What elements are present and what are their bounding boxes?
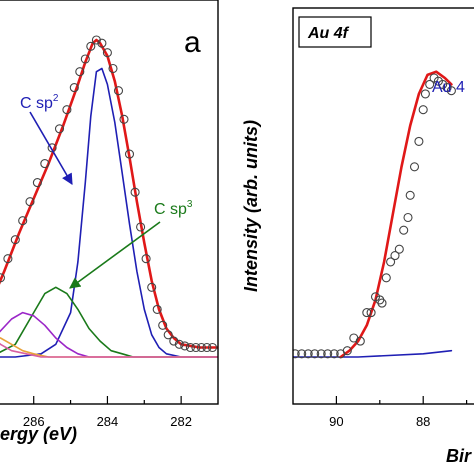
panel-a-fit-line [0, 38, 218, 349]
panel-a-data-point [163, 330, 173, 340]
panel-a-data-point [119, 114, 129, 124]
panel-b-x-tick-label: 90 [329, 414, 343, 429]
panel-a-plot-area [0, 35, 218, 358]
panel-b-data-point [381, 273, 391, 283]
panel-a-data-point [174, 339, 184, 349]
panel-a-data-point [191, 342, 201, 353]
panel-b-data-point [362, 308, 372, 318]
panel-a-data-point [47, 143, 57, 153]
annotation-c-sp3-text: C sp [154, 201, 187, 218]
panel-b-data-point [420, 89, 430, 99]
panel-a-data-point [69, 83, 79, 93]
panel-a-data-point [196, 342, 206, 353]
panel-a-data-point [40, 159, 50, 169]
panel-a-letter: a [184, 26, 201, 59]
panel-a-data-point [158, 320, 168, 330]
panel-a-data-point [124, 149, 135, 159]
annotation-c-sp2-sup: 2 [53, 93, 59, 104]
panel-b-data-point [403, 212, 413, 223]
panel-b-frame [292, 7, 474, 405]
annotation-c-sp3-sup: 3 [187, 199, 193, 210]
panel-a-data-point [25, 197, 35, 207]
panel-a-data-point [32, 178, 42, 188]
panel-b-data-point [342, 346, 352, 356]
panel-a-data-point [108, 63, 118, 74]
panel-a-data-point [10, 235, 20, 245]
panel-a-data-point [91, 35, 101, 45]
panel-a-data-point [62, 105, 72, 115]
panel-a-data-point [169, 336, 179, 346]
panel-a-data-point [180, 341, 190, 351]
panel-b-data-point [446, 86, 456, 96]
panel-b-fit-line [339, 70, 453, 359]
panel-a-x-tick-label: 286 [23, 414, 45, 429]
annotation-au-4f: Au 4 [432, 79, 465, 96]
panel-b-tag: Au 4f [298, 16, 372, 48]
panel-b-data-point [323, 349, 333, 359]
annotation-c-sp2: C sp2 [20, 93, 73, 185]
panel-a-data-point [141, 254, 151, 264]
panel-b-x-axis-label: Bir [446, 446, 472, 466]
panel-a-data-point [0, 273, 6, 283]
panel-a-data-point [130, 187, 140, 197]
panel-a-data-point [185, 342, 195, 353]
panel-b-data-point [293, 349, 300, 359]
panel-b-data-point [366, 308, 376, 318]
panel-a-x-tick-label: 284 [97, 414, 119, 429]
panel-b-data-point [409, 162, 420, 172]
panel-b-tag-text: Au 4f [307, 25, 350, 42]
panel-a-data-point [207, 342, 218, 353]
panel-b-data-point [399, 225, 409, 235]
panel-a-data-point [3, 254, 13, 264]
panel-b-data-point [355, 336, 365, 346]
panel-a-data-point [97, 38, 107, 48]
panel-a-data-point [113, 86, 124, 96]
panel-a-data-point [147, 282, 157, 292]
panel-a-data-point [136, 222, 146, 232]
panel-b-y-axis-label: Intensity (arb. units) [241, 120, 261, 292]
arrow-c-sp3 [69, 221, 161, 289]
panel-b-data-point [405, 190, 415, 200]
panel-b-data-point [377, 298, 387, 308]
panel-a-component-line-2 [0, 67, 218, 358]
annotation-c-sp3: C sp3 [69, 199, 193, 289]
panel-b-data-point [310, 349, 320, 359]
panel-a-data-point [102, 48, 112, 58]
panel-a-component-line-3 [0, 286, 218, 358]
panel-a: 286 284 282 a C sp2 C sp3 ergy (eV) [0, 0, 219, 444]
panel-a-data-point [202, 342, 212, 353]
panel-a-data-point [152, 304, 162, 314]
panel-b-plot-area [293, 70, 456, 359]
svg-text:C sp3: C sp3 [154, 199, 193, 218]
panel-b-data-point [329, 349, 339, 359]
panel-a-data-point [80, 54, 90, 64]
panel-b-data-point [303, 349, 313, 359]
panel-b-tag-box [298, 16, 372, 48]
panel-b: 90 88 Au 4f Au 4 Intensity (arb. units) B… [241, 7, 474, 466]
panel-a-data-point [18, 216, 28, 226]
panel-a-x-axis-label: ergy (eV) [0, 424, 77, 444]
panel-b-data-point [425, 79, 435, 89]
panel-a-x-tick-label: 282 [170, 414, 192, 429]
panel-b-data-point [386, 257, 396, 267]
panel-b-data-point [418, 105, 428, 115]
panel-a-component-line-6 [0, 342, 218, 358]
panel-b-data-point [414, 136, 424, 146]
panel-a-x-ticks: 286 284 282 [23, 396, 192, 429]
panel-b-data-point [316, 349, 326, 359]
panel-b-x-ticks: 90 88 [329, 396, 468, 429]
arrow-c-sp2 [29, 111, 73, 185]
panel-a-data-point [86, 41, 96, 51]
panel-b-x-tick-label: 88 [416, 414, 430, 429]
svg-text:C sp2: C sp2 [20, 93, 59, 112]
panel-a-data-point [75, 67, 85, 77]
panel-b-data-point [394, 244, 404, 254]
panel-b-data-point [297, 349, 307, 359]
panel-a-data-point [54, 124, 65, 134]
panel-b-data-point [390, 251, 400, 261]
annotation-c-sp2-text: C sp [20, 95, 53, 112]
